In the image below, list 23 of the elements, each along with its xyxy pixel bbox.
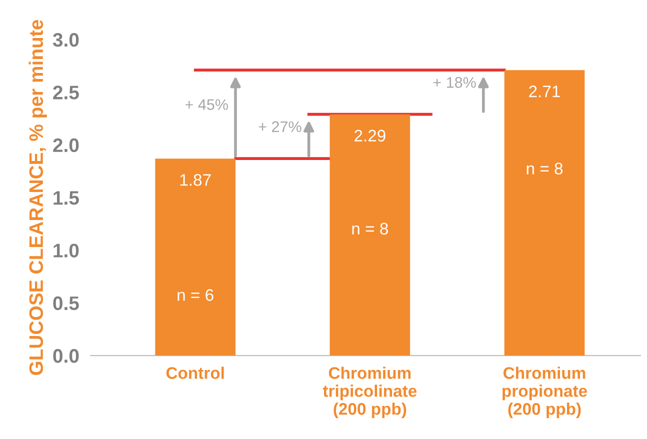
y-tick-label: 2.5: [53, 86, 79, 100]
y-tick-label: 0.0: [53, 349, 79, 363]
y-tick-label: 3.0: [52, 32, 79, 47]
data-label: 1.87: [180, 174, 211, 186]
y-tick-label: 1.0: [54, 244, 79, 258]
bar: [155, 158, 236, 356]
annotation: + 45%: [186, 99, 228, 110]
annotation: n = 8: [526, 162, 563, 174]
y-axis-title: GLUCOSE CLEARANCE, % per minute: [28, 20, 47, 376]
y-tick-label: 2.0: [53, 138, 79, 152]
bar: [504, 70, 585, 356]
annotation: + 18%: [433, 77, 476, 88]
data-label: 2.29: [354, 130, 386, 142]
x-tick-label: Chromium tripicolinate (200 ppb): [322, 366, 417, 418]
annotation: n = 6: [178, 289, 214, 301]
annotation: n = 8: [352, 222, 388, 235]
y-tick-label: 0.5: [53, 296, 79, 310]
bar: [330, 114, 410, 356]
x-tick-label: Chromium propionate (200 ppb): [502, 366, 587, 418]
y-tick-label: 1.5: [54, 191, 79, 205]
x-tick-label: Control: [166, 366, 224, 379]
annotation: + 27%: [258, 121, 302, 132]
data-label: 2.71: [529, 86, 560, 98]
